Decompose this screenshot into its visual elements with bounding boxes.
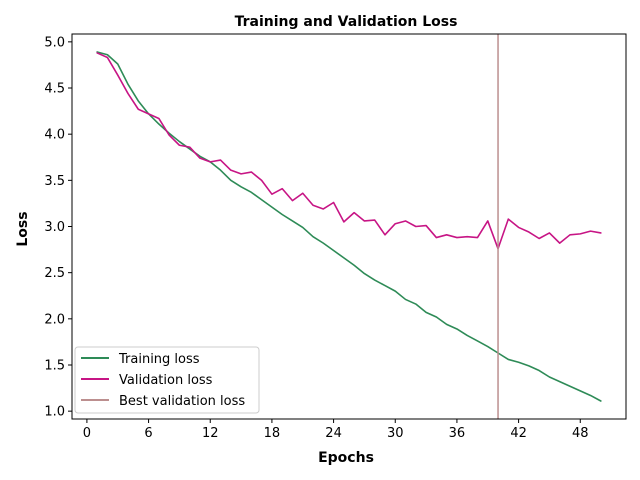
x-tick-label: 42	[510, 426, 527, 441]
y-tick-label: 2.0	[44, 312, 65, 327]
y-tick-label: 1.5	[44, 358, 65, 373]
y-axis-ticks: 1.0 1.5 2.0 2.5 3.0 3.5 4.0 4.5 5.0	[44, 35, 72, 420]
y-tick-label: 4.5	[44, 82, 65, 97]
y-tick-label: 1.0	[44, 405, 65, 420]
x-axis-ticks: 0 6 12 18 24 30 36 42 48	[83, 419, 589, 441]
x-tick-label: 6	[144, 426, 152, 441]
legend-label-training: Training loss	[118, 352, 200, 367]
legend: Training loss Validation loss Best valid…	[74, 346, 260, 414]
validation-loss-line	[96, 52, 602, 250]
legend-box	[74, 346, 260, 414]
legend-label-validation: Validation loss	[119, 373, 213, 388]
plot-frame	[71, 33, 627, 420]
x-axis-title: Epochs	[318, 450, 374, 466]
y-tick-label: 4.0	[44, 128, 65, 143]
x-tick-label: 48	[572, 426, 589, 441]
training-loss-line	[96, 51, 602, 402]
legend-label-best-validation: Best validation loss	[119, 394, 245, 409]
y-axis-title: Loss	[15, 211, 31, 246]
x-tick-label: 18	[264, 426, 281, 441]
y-tick-label: 3.5	[44, 174, 65, 189]
y-tick-label: 2.5	[44, 266, 65, 281]
y-tick-label: 5.0	[44, 35, 65, 50]
x-tick-label: 30	[387, 426, 404, 441]
chart-title: Training and Validation Loss	[235, 14, 458, 30]
x-tick-label: 0	[83, 426, 91, 441]
x-tick-label: 36	[449, 426, 466, 441]
x-tick-label: 24	[325, 426, 342, 441]
plot-lines	[96, 34, 602, 419]
x-tick-label: 12	[202, 426, 219, 441]
y-tick-label: 3.0	[44, 220, 65, 235]
